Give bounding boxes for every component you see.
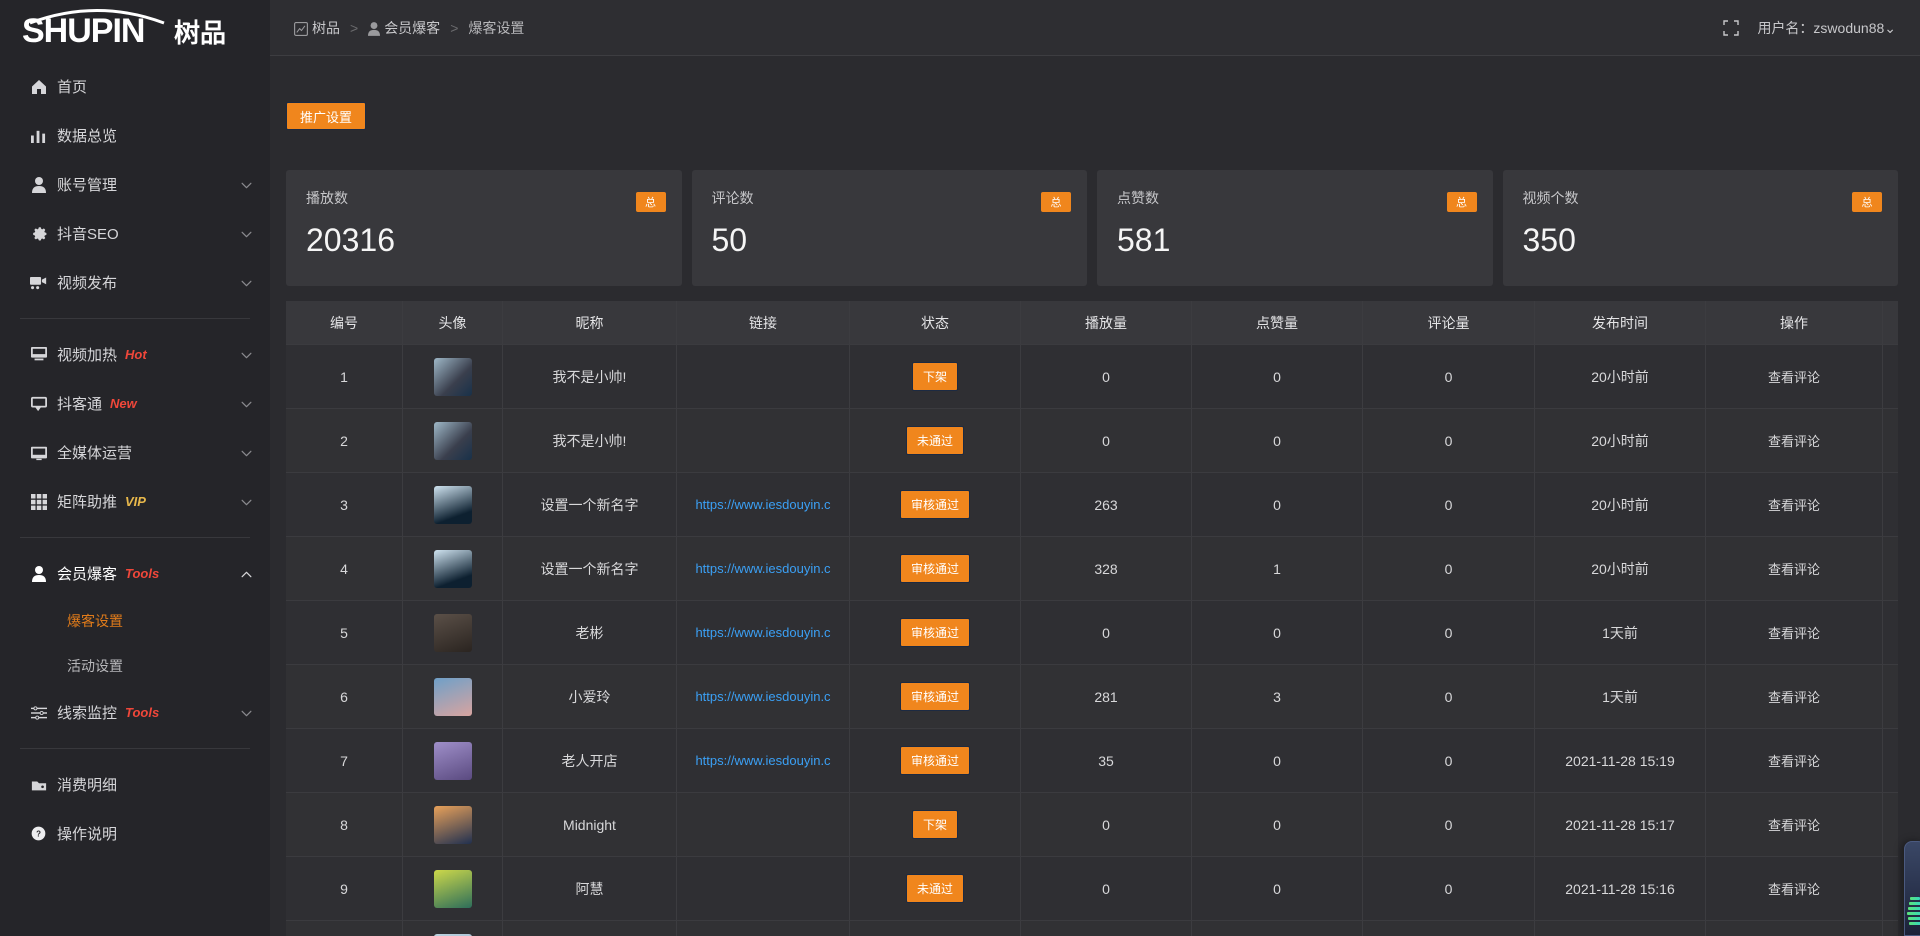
svg-text:SHUPIN: SHUPIN	[22, 12, 144, 50]
svg-text:?: ?	[36, 830, 41, 839]
svg-text:树品: 树品	[174, 18, 226, 48]
